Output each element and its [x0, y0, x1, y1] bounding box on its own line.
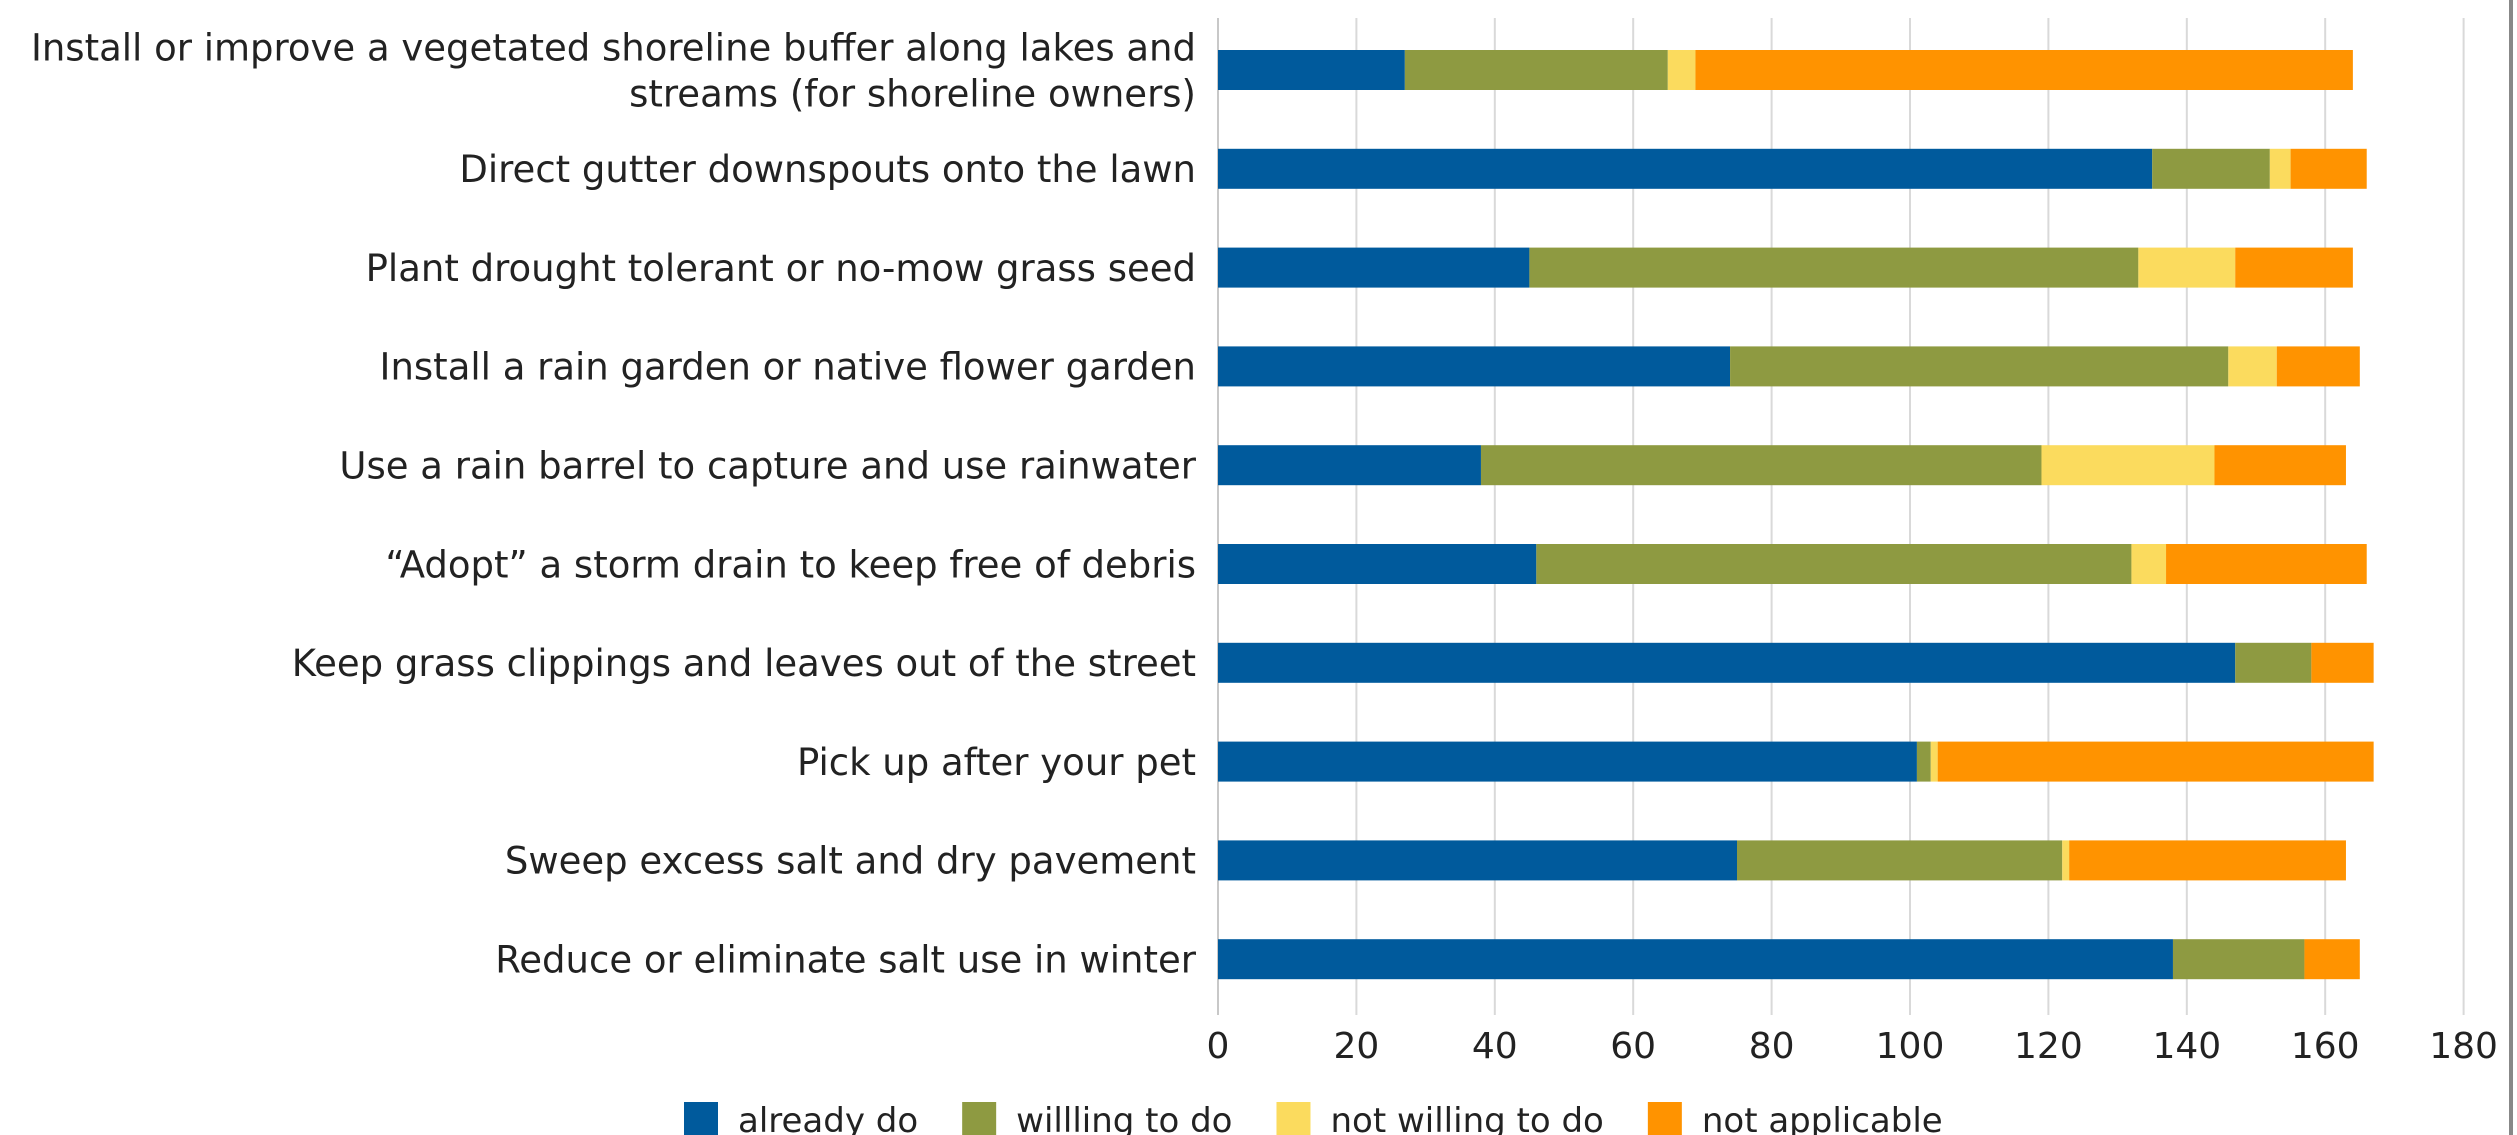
category-label-line: “Adopt” a storm drain to keep free of de…: [385, 543, 1196, 586]
bar-segment-not-willing-to-do: [2138, 247, 2236, 288]
x-tick-label: 20: [1333, 1026, 1379, 1067]
category-label-line: Reduce or eliminate salt use in winter: [495, 939, 1197, 982]
bar-segment-not-willing-to-do: [1667, 50, 1696, 90]
bar-segment-already-do: [1218, 50, 1405, 90]
bar-segment-not-willing-to-do: [2062, 840, 2070, 881]
category-label-line: Pick up after your pet: [797, 741, 1196, 784]
legend-swatch: [1647, 1102, 1682, 1135]
bar-segment-willling-to-do: [1536, 544, 2132, 584]
bar-segment-willling-to-do: [2152, 148, 2270, 189]
bars: [1218, 50, 2374, 980]
bar-segment-already-do: [1218, 840, 1737, 881]
right-edge-border: [2509, 0, 2513, 1135]
category-label-line: Sweep excess salt and dry pavement: [505, 840, 1196, 883]
x-tick-label: 160: [2291, 1026, 2360, 1067]
bar-segment-not-willing-to-do: [2228, 346, 2277, 387]
category-label: Pick up after your pet: [797, 741, 1196, 784]
bar-segment-not-applicable: [2069, 840, 2346, 881]
legend-swatch: [1276, 1102, 1311, 1135]
legend-label: not willing to do: [1330, 1101, 1603, 1135]
bar-segment-not-applicable: [2304, 939, 2360, 980]
legend-label: not applicable: [1702, 1101, 1943, 1135]
bar-segment-willling-to-do: [1529, 247, 2139, 288]
x-tick-label: 100: [1876, 1026, 1945, 1067]
x-tick-label: 40: [1472, 1026, 1518, 1067]
category-label: Reduce or eliminate salt use in winter: [495, 939, 1197, 982]
category-label: Install a rain garden or native flower g…: [380, 346, 1196, 389]
category-label-line: Use a rain barrel to capture and use rai…: [339, 445, 1196, 488]
category-label-line: Install or improve a vegetated shoreline…: [31, 26, 1196, 69]
category-label: Direct gutter downspouts onto the lawn: [459, 148, 1196, 191]
bar-segment-not-applicable: [1695, 50, 2353, 90]
bar-segment-not-willing-to-do: [2269, 148, 2291, 189]
category-label: Plant drought tolerant or no-mow grass s…: [366, 247, 1196, 290]
category-label: Use a rain barrel to capture and use rai…: [339, 445, 1196, 488]
x-tick-label: 80: [1749, 1026, 1795, 1067]
bar-segment-already-do: [1218, 346, 1731, 387]
bar-segment-already-do: [1218, 247, 1530, 288]
category-label: Keep grass clippings and leaves out of t…: [292, 642, 1196, 685]
bar-segment-not-applicable: [2311, 642, 2374, 683]
bar-segment-willling-to-do: [1480, 445, 2042, 486]
category-label-line: Install a rain garden or native flower g…: [380, 346, 1196, 389]
bar-segment-not-applicable: [2235, 247, 2353, 288]
bar-segment-willling-to-do: [1737, 840, 2063, 881]
x-axis-ticks: 0 20 40 60 80 100 120 140 160 180: [1207, 1026, 2498, 1067]
x-tick-label: 120: [2014, 1026, 2083, 1067]
category-label-line: streams (for shoreline owners): [629, 72, 1196, 115]
legend: already do willling to do not willing to d…: [684, 1101, 1943, 1135]
bar-segment-not-applicable: [1937, 741, 2374, 782]
category-label-line: Keep grass clippings and leaves out of t…: [292, 642, 1196, 685]
x-tick-label: 180: [2429, 1026, 2498, 1067]
bar-segment-already-do: [1218, 445, 1481, 486]
bar-segment-not-willing-to-do: [2131, 544, 2167, 584]
x-tick-label: 60: [1610, 1026, 1656, 1067]
bar-segment-already-do: [1218, 148, 2153, 189]
category-label: Install or improve a vegetated shoreline…: [31, 26, 1196, 115]
bar-segment-already-do: [1218, 939, 2173, 980]
bar-segment-already-do: [1218, 642, 2236, 683]
bar-segment-already-do: [1218, 741, 1917, 782]
legend-label: already do: [738, 1101, 918, 1135]
legend-label: willling to do: [1016, 1101, 1232, 1135]
bar-segment-not-applicable: [2214, 445, 2346, 486]
bar-segment-willling-to-do: [1404, 50, 1668, 90]
bar-segment-willling-to-do: [2235, 642, 2312, 683]
legend-swatch: [962, 1102, 997, 1135]
bar-segment-willling-to-do: [1916, 741, 1931, 782]
bar-segment-not-applicable: [2276, 346, 2360, 387]
bar-segment-already-do: [1218, 544, 1537, 584]
bar-segment-willling-to-do: [1730, 346, 2229, 387]
x-tick-label: 140: [2152, 1026, 2221, 1067]
category-labels: Install or improve a vegetated shoreline…: [31, 26, 1197, 981]
bar-segment-not-willing-to-do: [1930, 741, 1938, 782]
x-tick-label: 0: [1207, 1026, 1230, 1067]
category-label: Sweep excess salt and dry pavement: [505, 840, 1196, 883]
bar-segment-willling-to-do: [2172, 939, 2305, 980]
bar-segment-not-willing-to-do: [2041, 445, 2215, 486]
bar-segment-not-applicable: [2290, 148, 2367, 189]
category-label: “Adopt” a storm drain to keep free of de…: [385, 543, 1196, 586]
bar-segment-not-applicable: [2166, 544, 2367, 584]
category-label-line: Direct gutter downspouts onto the lawn: [459, 148, 1196, 191]
category-label-line: Plant drought tolerant or no-mow grass s…: [366, 247, 1196, 290]
legend-swatch: [684, 1102, 718, 1135]
